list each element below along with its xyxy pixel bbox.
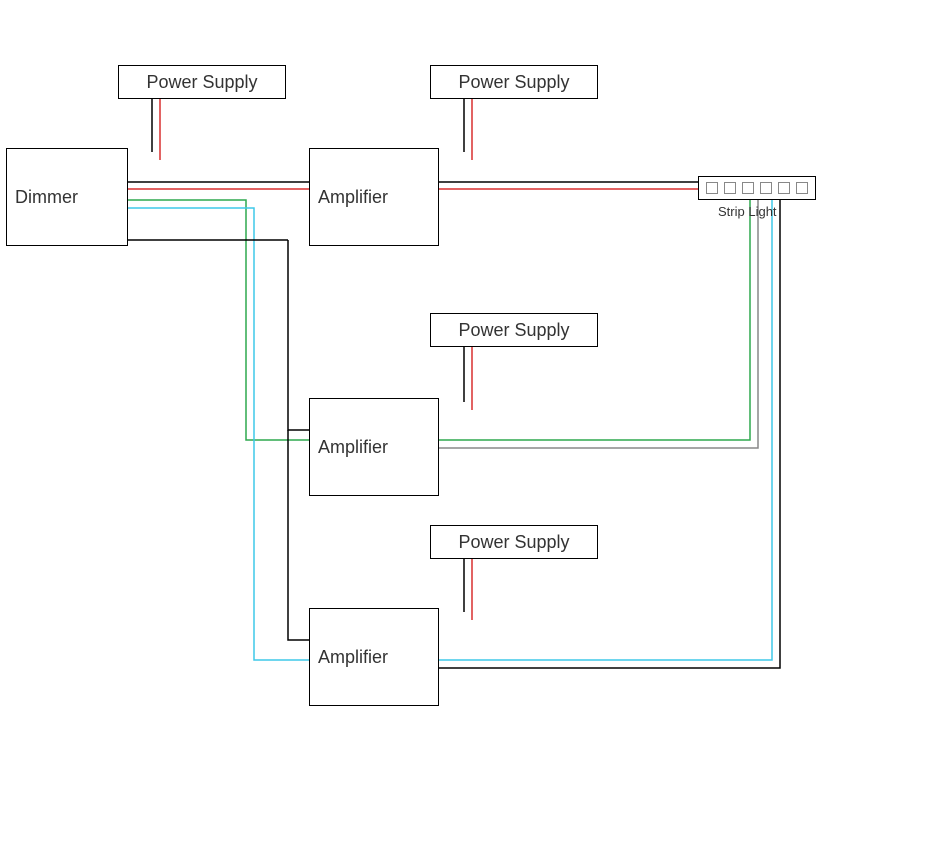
strip-segment [778, 182, 790, 194]
wire-layer [0, 0, 930, 866]
strip-segment [760, 182, 772, 194]
power-supply-label: Power Supply [458, 72, 569, 93]
strip-light-box [698, 176, 816, 200]
diagram-canvas: Dimmer Amplifier Amplifier Amplifier Pow… [0, 0, 930, 866]
power-supply-box-1: Power Supply [118, 65, 286, 99]
strip-segment [742, 182, 754, 194]
power-supply-label: Power Supply [146, 72, 257, 93]
amplifier-label: Amplifier [318, 187, 388, 208]
strip-segment [796, 182, 808, 194]
power-supply-label: Power Supply [458, 320, 569, 341]
amplifier-box-3: Amplifier [309, 608, 439, 706]
strip-segment [724, 182, 736, 194]
strip-light-label: Strip Light [718, 204, 777, 219]
amplifier-label: Amplifier [318, 437, 388, 458]
power-supply-box-4: Power Supply [430, 525, 598, 559]
power-supply-box-3: Power Supply [430, 313, 598, 347]
amplifier-box-2: Amplifier [309, 398, 439, 496]
power-supply-label: Power Supply [458, 532, 569, 553]
dimmer-box: Dimmer [6, 148, 128, 246]
amplifier-box-1: Amplifier [309, 148, 439, 246]
strip-segment [706, 182, 718, 194]
amplifier-label: Amplifier [318, 647, 388, 668]
dimmer-label: Dimmer [15, 187, 78, 208]
power-supply-box-2: Power Supply [430, 65, 598, 99]
